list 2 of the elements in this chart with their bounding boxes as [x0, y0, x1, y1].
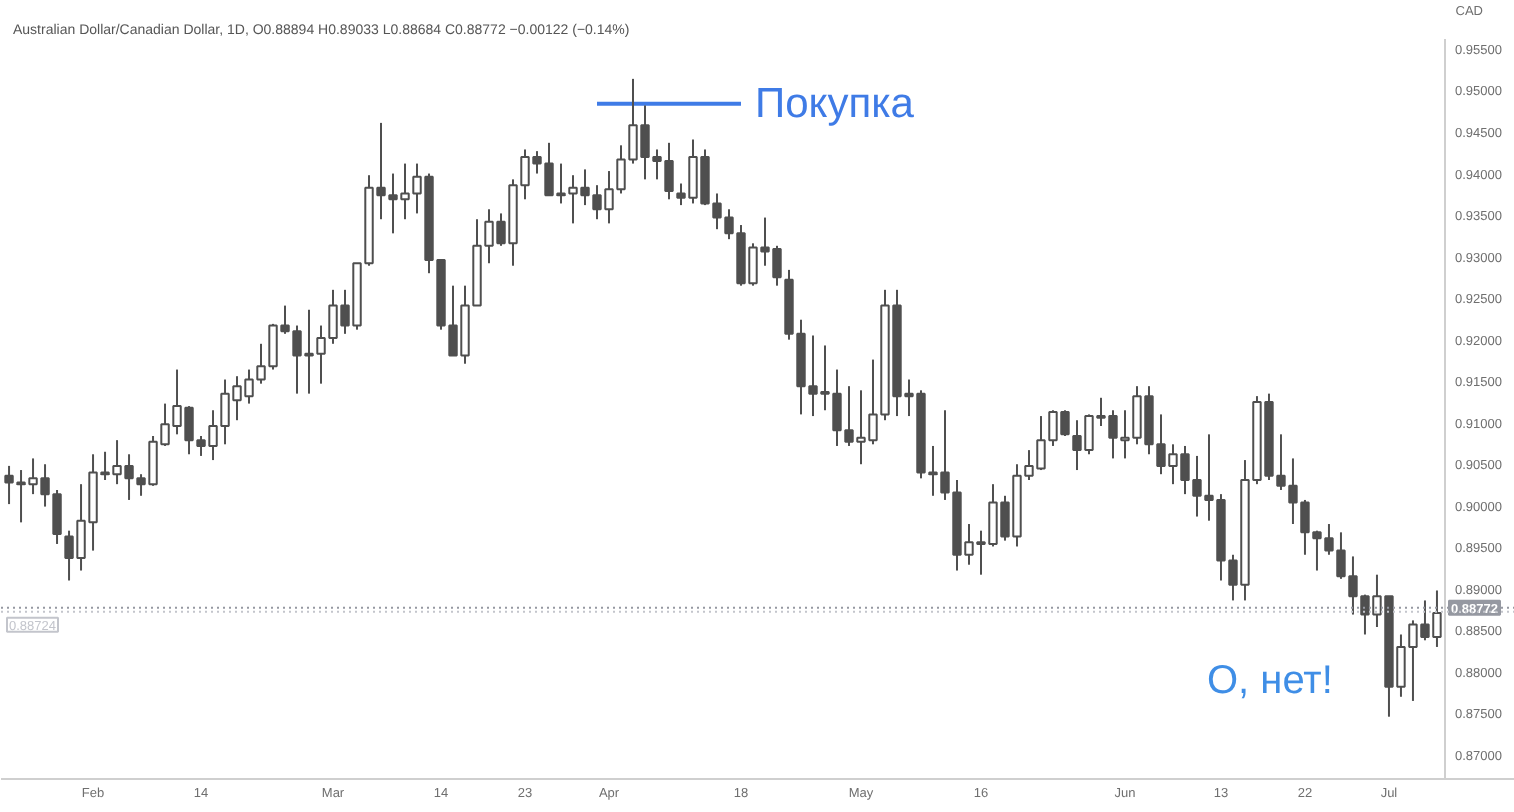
series-label: Покупка [755, 80, 915, 127]
annotation: О, нет! [1207, 659, 1333, 703]
